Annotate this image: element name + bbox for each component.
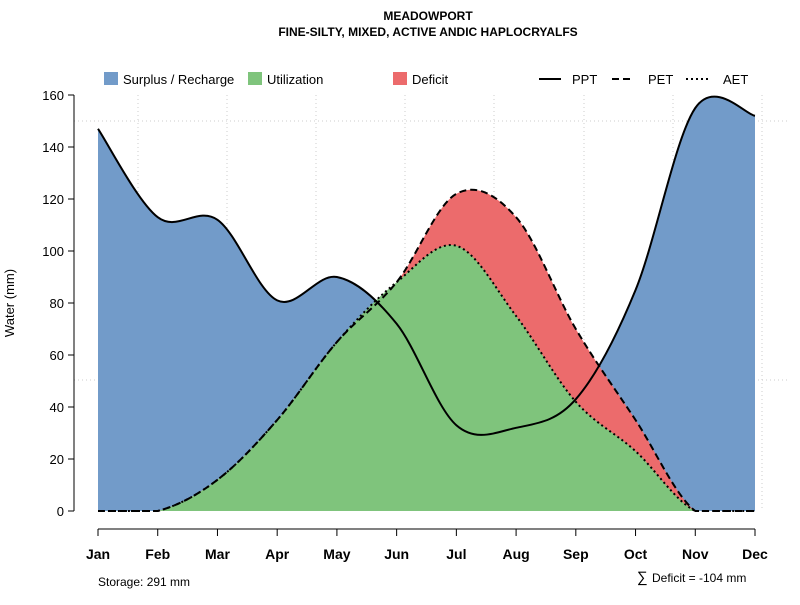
x-tick-label: Aug <box>502 546 529 562</box>
y-tick-label: 80 <box>50 296 64 311</box>
legend-label: Deficit <box>412 72 449 87</box>
y-tick-label: 140 <box>42 140 64 155</box>
legend-label: Utilization <box>267 72 323 87</box>
pet-line <box>98 188 755 512</box>
ppt-line <box>97 95 756 436</box>
x-tick-label: Nov <box>682 546 709 562</box>
x-tick-label: Dec <box>742 546 768 562</box>
y-tick-label: 160 <box>42 88 64 103</box>
y-axis-label: Water (mm) <box>2 269 17 337</box>
legend-swatch <box>104 72 118 85</box>
x-tick-label: Mar <box>205 546 230 562</box>
x-tick-label: May <box>323 546 350 562</box>
x-tick-label: Jan <box>86 546 110 562</box>
storage-annotation: Storage: 291 mm <box>98 575 190 589</box>
deficit-annotation: Deficit = -104 mm <box>652 571 746 585</box>
x-tick-label: Jul <box>446 546 466 562</box>
legend-label: PPT <box>572 72 597 87</box>
legend-label: Surplus / Recharge <box>123 72 234 87</box>
y-tick-label: 0 <box>57 504 64 519</box>
y-tick-label: 60 <box>50 348 64 363</box>
sum-symbol: ∑ <box>637 569 648 586</box>
y-tick-label: 20 <box>50 452 64 467</box>
y-tick-label: 100 <box>42 244 64 259</box>
x-tick-label: Jun <box>384 546 409 562</box>
legend-label: AET <box>723 72 748 87</box>
legend-swatch <box>393 72 407 85</box>
legend-label: PET <box>648 72 673 87</box>
chart-title: MEADOWPORT <box>383 9 473 23</box>
chart-subtitle: FINE-SILTY, MIXED, ACTIVE ANDIC HAPLOCRY… <box>278 25 577 39</box>
y-tick-label: 120 <box>42 192 64 207</box>
x-tick-label: Apr <box>265 546 290 562</box>
x-tick-label: Oct <box>624 546 648 562</box>
x-tick-label: Feb <box>145 546 170 562</box>
y-tick-label: 40 <box>50 400 64 415</box>
x-tick-label: Sep <box>563 546 589 562</box>
legend-swatch <box>248 72 262 85</box>
